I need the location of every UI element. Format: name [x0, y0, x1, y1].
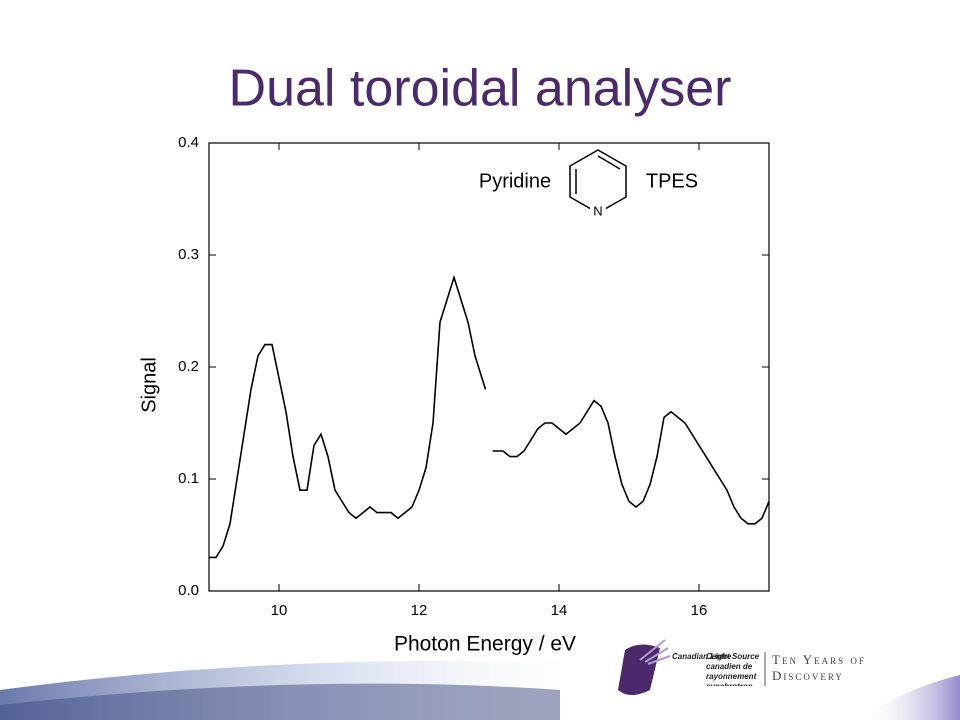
logo-name-fr: Centre canadien de rayonnement synchrotr…: [706, 652, 757, 686]
data-line: [209, 274, 770, 559]
slide-title: Dual toroidal analyser: [229, 60, 732, 118]
y-tick-label: 0.1: [178, 470, 199, 487]
decor-swoosh: [0, 660, 960, 720]
x-axis-label: Photon Energy / eV: [394, 633, 576, 656]
x-tick-label: 12: [411, 602, 428, 619]
label-bg: [590, 203, 606, 219]
y-tick-label: 0.4: [178, 134, 199, 151]
y-tick-label: 0.3: [178, 246, 199, 263]
logo-tagline: Ten Years of Discovery: [772, 652, 866, 683]
annotation: Pyridine: [479, 170, 551, 192]
y-tick-label: 0.0: [178, 582, 199, 599]
y-tick-label: 0.2: [178, 358, 199, 375]
y-axis-label: Signal: [138, 357, 160, 413]
x-tick-label: 10: [271, 602, 288, 619]
x-tick-label: 16: [691, 602, 708, 619]
annotation: N: [593, 203, 602, 218]
annotation: TPES: [646, 170, 698, 192]
logo-name: Canadian Light Source: [672, 652, 760, 661]
plot-frame: [208, 142, 770, 592]
x-tick-label: 14: [551, 602, 568, 619]
plot: 0.0 0.1 0.2 0.3 0.4 10 12 14 16: [178, 134, 770, 619]
logo: Canadian Light Source Centre canadien de…: [618, 639, 866, 695]
